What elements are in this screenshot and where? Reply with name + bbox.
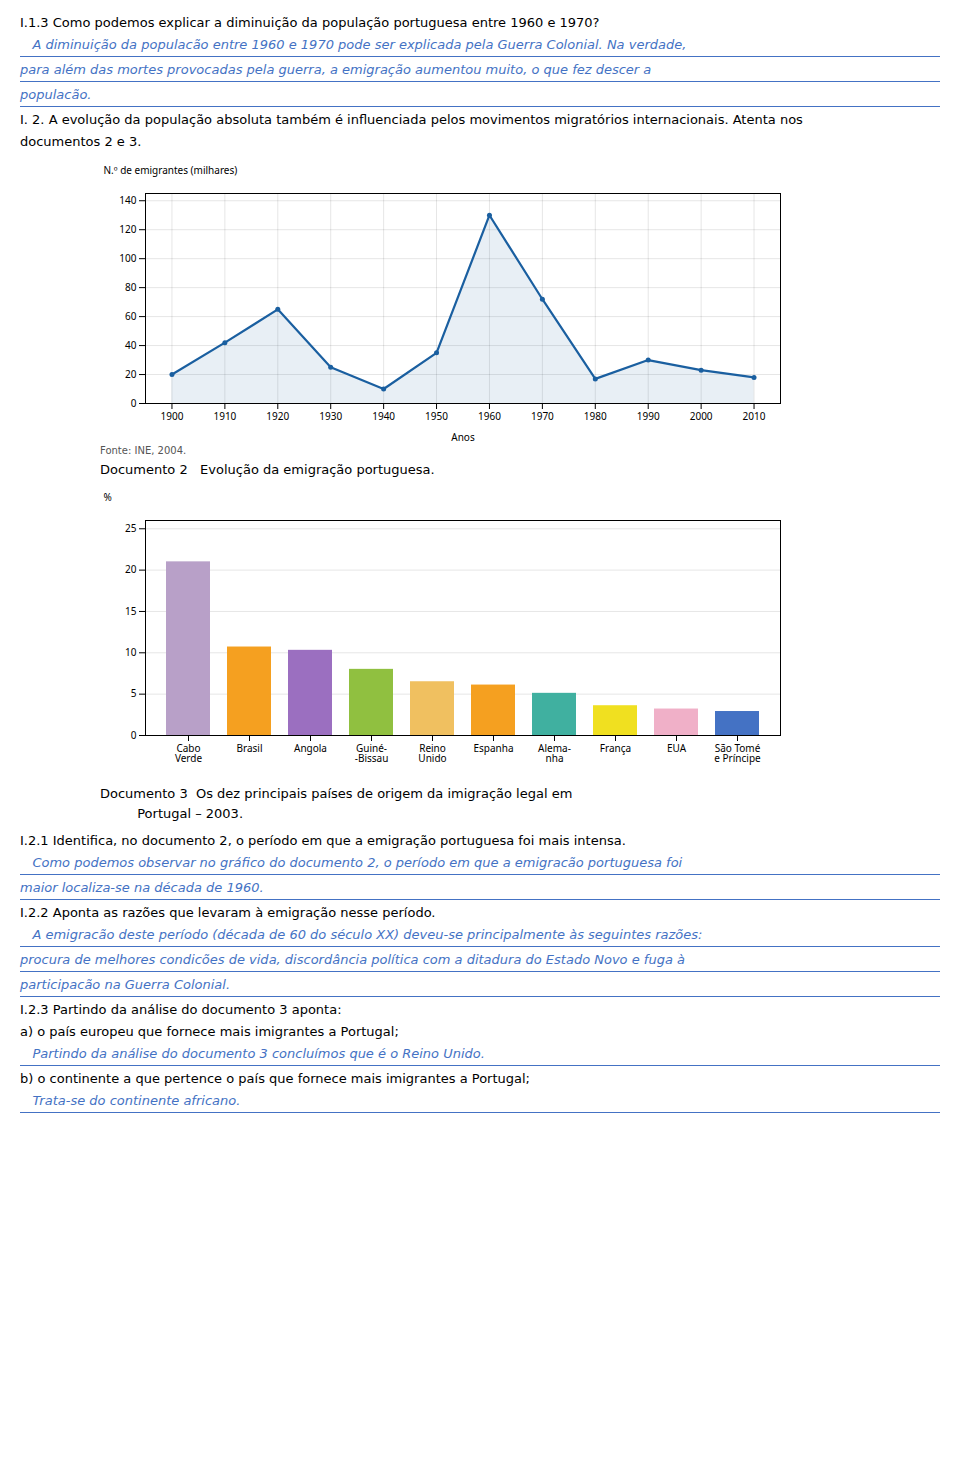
- svg-text:1920: 1920: [266, 409, 289, 423]
- svg-text:1940: 1940: [372, 409, 395, 423]
- svg-text:25: 25: [125, 521, 137, 535]
- svg-text:140: 140: [119, 193, 136, 207]
- svg-text:São Tomée Príncipe: São Tomée Príncipe: [714, 741, 761, 765]
- svg-text:1970: 1970: [531, 409, 554, 423]
- html-text:a) o país europeu que fornece: a) o país europeu que fornece mais imigr…: [20, 1024, 399, 1039]
- html-text:Como podemos observar no gráfi: Como podemos observar no gráfico do docu…: [20, 855, 683, 870]
- svg-text:15: 15: [125, 604, 137, 618]
- html-text:A emigracão deste período (déc: A emigracão deste período (década de 60 …: [20, 927, 703, 942]
- svg-text:0: 0: [131, 728, 137, 742]
- html-text:I.2.3 Partindo da análise do d: I.2.3 Partindo da análise do documento 3…: [20, 1002, 342, 1017]
- html-text:populacão.: populacão.: [20, 87, 92, 102]
- svg-text:1910: 1910: [213, 409, 236, 423]
- html-text:Partindo da análise do documen: Partindo da análise do documento 3 concl…: [20, 1046, 485, 1061]
- svg-text:1980: 1980: [584, 409, 607, 423]
- svg-text:França: França: [600, 741, 631, 755]
- svg-text:5: 5: [131, 686, 137, 700]
- svg-text:80: 80: [125, 280, 137, 294]
- svg-text:Brasil: Brasil: [237, 741, 263, 755]
- html-text:I.2.1 Identifica, no documento: I.2.1 Identifica, no documento 2, o perí…: [20, 833, 626, 848]
- html-text:maior localiza-se na década de: maior localiza-se na década de 1960.: [20, 880, 264, 895]
- html-text:Trata-se do continente african: Trata-se do continente africano.: [20, 1093, 241, 1108]
- svg-text:20: 20: [125, 367, 137, 381]
- svg-text:120: 120: [119, 222, 136, 236]
- svg-text:Alema-nha: Alema-nha: [538, 741, 571, 765]
- svg-text:Espanha: Espanha: [473, 741, 513, 755]
- html-text:I.1.3 Como podemos explicar a: I.1.3 Como podemos explicar a diminuição…: [20, 15, 600, 30]
- svg-text:40: 40: [125, 338, 137, 352]
- html-text:A diminuição da populacão entr: A diminuição da populacão entre 1960 e 1…: [20, 37, 687, 52]
- svg-text:1990: 1990: [637, 409, 660, 423]
- svg-text:Anos: Anos: [451, 430, 475, 444]
- html-text:participacão na Guerra Colonia: participacão na Guerra Colonial.: [20, 977, 230, 992]
- svg-text:60: 60: [125, 309, 137, 323]
- svg-text:100: 100: [119, 251, 136, 265]
- svg-text:20: 20: [125, 562, 137, 576]
- svg-text:N.º de emigrantes (milhares): N.º de emigrantes (milhares): [104, 163, 238, 177]
- html-text:procura de melhores condicões: procura de melhores condicões de vida, d…: [20, 952, 685, 967]
- html-text:b) o continente a que pertence: b) o continente a que pertence o país qu…: [20, 1071, 530, 1086]
- html-text:I. 2. A evolução da população: I. 2. A evolução da população absoluta t…: [20, 112, 803, 127]
- html-text:para além das mortes provocada: para além das mortes provocadas pela gue…: [20, 62, 652, 77]
- html-text:Fonte: INE, 2004.: Fonte: INE, 2004.: [100, 445, 187, 456]
- svg-text:1960: 1960: [478, 409, 501, 423]
- svg-text:0: 0: [131, 396, 137, 410]
- svg-text:10: 10: [125, 645, 137, 659]
- svg-text:2010: 2010: [743, 409, 766, 423]
- html-text:I.2.2 Aponta as razões que lev: I.2.2 Aponta as razões que levaram à emi…: [20, 905, 436, 920]
- svg-text:ReinoUnido: ReinoUnido: [418, 741, 446, 765]
- html-text:Documento 2 Evolução da emigra: Documento 2 Evolução da emigração portug…: [100, 462, 435, 477]
- svg-text:EUA: EUA: [667, 741, 687, 755]
- svg-text:CaboVerde: CaboVerde: [175, 741, 203, 765]
- svg-text:Guiné--Bissau: Guiné--Bissau: [355, 741, 389, 765]
- svg-text:1950: 1950: [425, 409, 448, 423]
- html-text:documentos 2 e 3.: documentos 2 e 3.: [20, 134, 142, 149]
- svg-text:Angola: Angola: [294, 741, 327, 755]
- svg-text:2000: 2000: [690, 409, 713, 423]
- html-text:Documento 3 Os dez principais: Documento 3 Os dez principais países de …: [100, 786, 573, 821]
- svg-text:1900: 1900: [161, 409, 184, 423]
- svg-text:1930: 1930: [319, 409, 342, 423]
- svg-text:%: %: [104, 490, 112, 504]
